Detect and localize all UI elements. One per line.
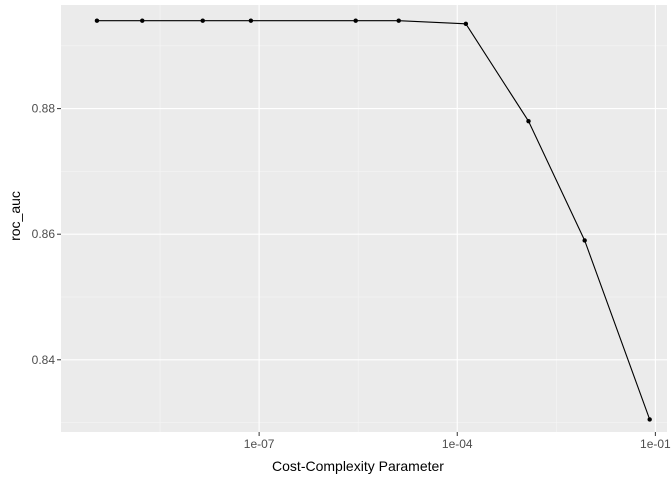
x-tick-label: 1e-04 (442, 437, 473, 451)
data-point (249, 18, 253, 22)
y-tick-label: 0.86 (32, 227, 56, 241)
x-axis-title: Cost-Complexity Parameter (272, 458, 444, 474)
x-tick-label: 1e-07 (244, 437, 275, 451)
data-point (354, 18, 358, 22)
x-tick-label: 1e-01 (640, 437, 671, 451)
data-point (95, 18, 99, 22)
y-tick-label: 0.88 (32, 102, 56, 116)
data-point (397, 18, 401, 22)
data-point (582, 238, 586, 242)
data-point (140, 18, 144, 22)
data-point (464, 22, 468, 26)
y-tick-label: 0.84 (32, 353, 56, 367)
y-axis-title: roc_auc (7, 191, 23, 241)
data-point (201, 18, 205, 22)
plot-panel (61, 5, 667, 432)
data-point (647, 417, 651, 421)
data-point (526, 119, 530, 123)
